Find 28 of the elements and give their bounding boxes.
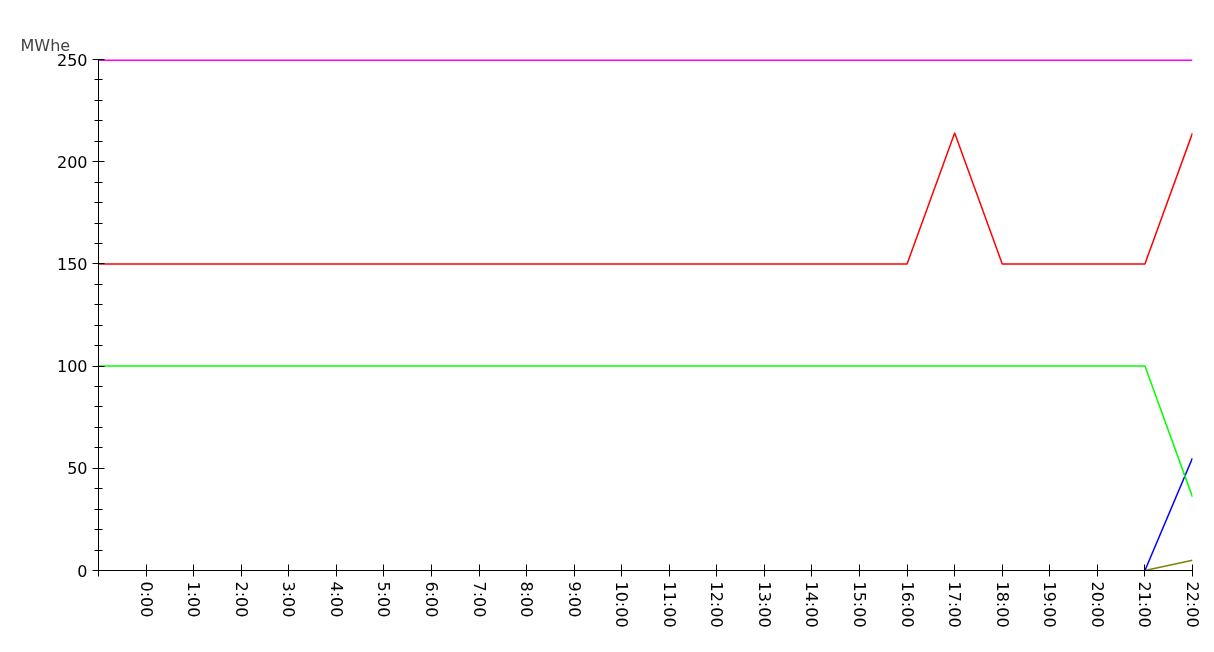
x-tick-label: 13:00 — [754, 581, 774, 628]
y-tick-label: 100 — [56, 357, 88, 377]
x-tick-label: 0:00 — [136, 581, 156, 618]
x-tick-label: 12:00 — [707, 581, 727, 628]
x-tick-label: 9:00 — [564, 581, 584, 618]
y-tick-label: 50 — [67, 459, 88, 479]
x-tick-label: 19:00 — [1040, 581, 1060, 628]
x-tick-label: 14:00 — [802, 581, 822, 628]
x-tick-label: 1:00 — [184, 581, 204, 618]
y-tick-label: 150 — [56, 254, 88, 274]
x-tick-label: 16:00 — [897, 581, 917, 628]
x-tick-label: 11:00 — [659, 581, 679, 628]
x-tick-label: 17:00 — [945, 581, 965, 628]
x-tick-label: 22:00 — [1183, 581, 1202, 628]
x-tick-label: 18:00 — [992, 581, 1012, 628]
x-tick-label: 7:00 — [469, 581, 489, 618]
x-tick-label: 3:00 — [279, 581, 299, 618]
x-tick-label: 15:00 — [850, 581, 870, 628]
x-tick-label: 5:00 — [374, 581, 394, 618]
x-tick-label: 6:00 — [421, 581, 441, 618]
x-tick-label: 2:00 — [231, 581, 251, 618]
x-tick-label: 8:00 — [517, 581, 537, 618]
x-tick-label: 4:00 — [326, 581, 346, 618]
x-tick-label: 20:00 — [1087, 581, 1107, 628]
y-tick-label: 200 — [56, 152, 88, 172]
y-tick-label: 0 — [77, 561, 88, 581]
x-tick-label: 10:00 — [612, 581, 632, 628]
x-tick-label: 21:00 — [1135, 581, 1155, 628]
